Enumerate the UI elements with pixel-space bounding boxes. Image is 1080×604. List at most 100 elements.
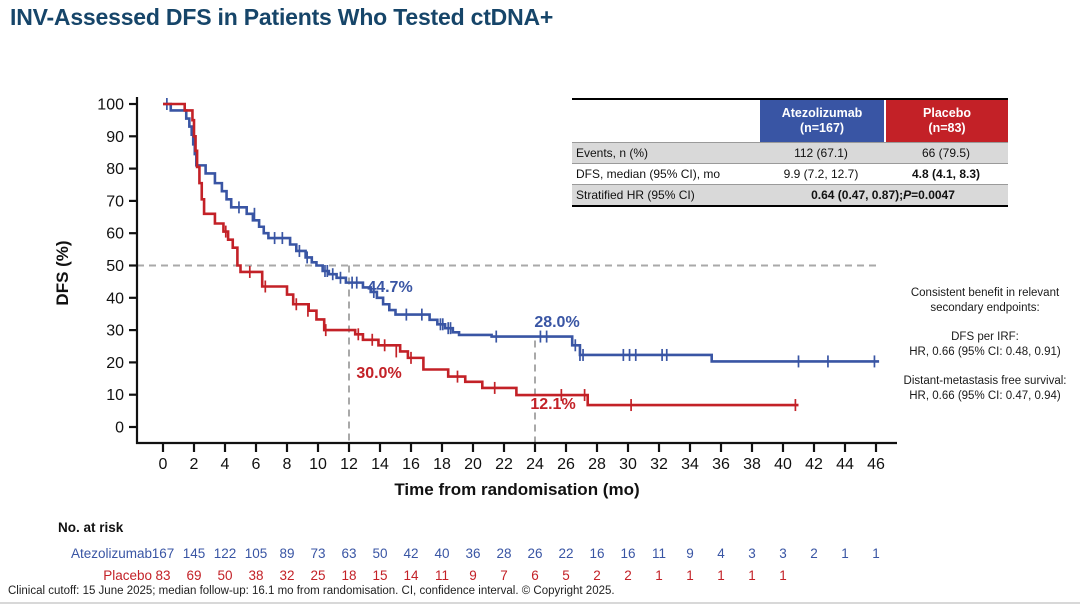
svg-text:40: 40 (774, 456, 792, 473)
p-value-text: =0.0047 (911, 188, 955, 202)
svg-text:10: 10 (309, 456, 327, 473)
events-row: Events, n (%) 112 (67.1) 66 (79.5) (572, 142, 1008, 163)
hr-value-text: 0.64 (0.47, 0.87); (811, 188, 904, 202)
median-dfs-row: DFS, median (95% CI), mo 9.9 (7.2, 12.7)… (572, 163, 1008, 184)
svg-text:8: 8 (283, 456, 292, 473)
svg-text:32: 32 (279, 568, 294, 583)
risk-row-label: Placebo (103, 568, 152, 583)
svg-text:1: 1 (841, 546, 849, 561)
svg-text:69: 69 (186, 568, 201, 583)
svg-text:42: 42 (403, 546, 418, 561)
stratified-hr-row: Stratified HR (95% CI) 0.64 (0.47, 0.87)… (572, 184, 1008, 205)
placebo-censor-marks (224, 225, 797, 412)
svg-text:18: 18 (341, 568, 356, 583)
svg-text:70: 70 (106, 193, 124, 210)
svg-text:2: 2 (190, 456, 199, 473)
events-atezolizumab-value: 112 (67.1) (794, 146, 848, 160)
svg-text:7: 7 (500, 568, 508, 583)
events-placebo-value: 66 (79.5) (921, 146, 971, 160)
summary-table: Atezolizumab (n=167) Placebo (n=83) Even… (572, 98, 1008, 207)
secondary-endpoints-note: Consistent benefit in relevant secondary… (893, 286, 1077, 418)
placebo-curve (163, 102, 799, 407)
svg-text:16: 16 (620, 546, 635, 561)
svg-text:1: 1 (686, 568, 694, 583)
svg-text:30: 30 (619, 456, 637, 473)
svg-text:100: 100 (97, 97, 124, 114)
svg-text:1: 1 (779, 568, 787, 583)
svg-text:15: 15 (372, 568, 387, 583)
stratified-hr-value: 0.64 (0.47, 0.87); P =0.0047 (758, 185, 1008, 205)
svg-text:2: 2 (624, 568, 632, 583)
svg-text:20: 20 (464, 456, 482, 473)
svg-text:38: 38 (248, 568, 263, 583)
note-intro-line2: secondary endpoints: (930, 302, 1040, 314)
svg-text:5: 5 (562, 568, 570, 583)
svg-text:73: 73 (310, 546, 325, 561)
events-label: Events, n (%) (576, 146, 649, 160)
svg-text:40: 40 (106, 290, 124, 307)
svg-text:24: 24 (526, 456, 544, 473)
svg-text:50: 50 (106, 258, 124, 275)
svg-text:14: 14 (403, 568, 419, 583)
svg-text:30.0%: 30.0% (356, 365, 401, 382)
svg-text:167: 167 (152, 546, 175, 561)
svg-text:1: 1 (748, 568, 756, 583)
svg-text:14: 14 (371, 456, 389, 473)
median-dfs-placebo-value: 4.8 (4.1, 8.3) (911, 167, 981, 181)
svg-text:50: 50 (217, 568, 232, 583)
svg-text:11: 11 (652, 546, 666, 561)
svg-text:83: 83 (155, 568, 170, 583)
svg-text:1: 1 (717, 568, 725, 583)
y-tick-labels: 0 10 20 30 40 50 60 70 80 90 100 (97, 97, 124, 437)
svg-text:16: 16 (589, 546, 604, 561)
y-axis-title: DFS (%) (53, 240, 72, 305)
reference-lines (137, 264, 878, 443)
svg-text:63: 63 (341, 546, 356, 561)
svg-text:89: 89 (279, 546, 294, 561)
svg-text:122: 122 (214, 546, 237, 561)
svg-text:0: 0 (115, 420, 124, 437)
note-dmfs-line1: Distant-metastasis free survival: (903, 375, 1067, 387)
svg-text:12.1%: 12.1% (530, 396, 575, 413)
svg-text:44: 44 (836, 456, 854, 473)
svg-text:26: 26 (527, 546, 542, 561)
placebo-n: (n=83) (928, 121, 966, 135)
svg-text:2: 2 (593, 568, 601, 583)
atezolizumab-name: Atezolizumab (781, 106, 863, 120)
note-dfs-irf: DFS per IRF: HR, 0.66 (95% CI: 0.48, 0.9… (893, 330, 1077, 360)
note-dmfs: Distant-metastasis free survival: HR, 0.… (893, 374, 1077, 404)
svg-text:16: 16 (402, 456, 420, 473)
svg-text:42: 42 (805, 456, 823, 473)
svg-text:22: 22 (495, 456, 513, 473)
svg-text:40: 40 (434, 546, 449, 561)
risk-row-label: Atezolizumab (71, 546, 152, 561)
landmark-labels: 44.7% 28.0% 30.0% 12.1% (356, 279, 579, 413)
svg-text:105: 105 (245, 546, 268, 561)
svg-text:0: 0 (159, 456, 168, 473)
placebo-column-header: Placebo (n=83) (884, 100, 1008, 142)
svg-text:3: 3 (779, 546, 787, 561)
note-dfs-irf-line1: DFS per IRF: (951, 331, 1019, 343)
svg-text:28: 28 (496, 546, 511, 561)
svg-text:145: 145 (183, 546, 206, 561)
svg-text:32: 32 (650, 456, 668, 473)
svg-text:1: 1 (655, 568, 663, 583)
svg-text:12: 12 (340, 456, 358, 473)
svg-text:36: 36 (712, 456, 730, 473)
svg-text:9: 9 (469, 568, 477, 583)
placebo-name: Placebo (923, 106, 971, 120)
svg-text:11: 11 (435, 568, 449, 583)
svg-text:18: 18 (433, 456, 451, 473)
svg-text:28.0%: 28.0% (534, 314, 579, 331)
summary-table-corner (572, 100, 758, 142)
svg-text:6: 6 (531, 568, 539, 583)
svg-text:1: 1 (872, 546, 880, 561)
svg-text:20: 20 (106, 355, 124, 372)
page-title: INV-Assessed DFS in Patients Who Tested … (10, 4, 554, 30)
svg-text:80: 80 (106, 161, 124, 178)
svg-text:34: 34 (681, 456, 699, 473)
svg-text:10: 10 (106, 387, 124, 404)
